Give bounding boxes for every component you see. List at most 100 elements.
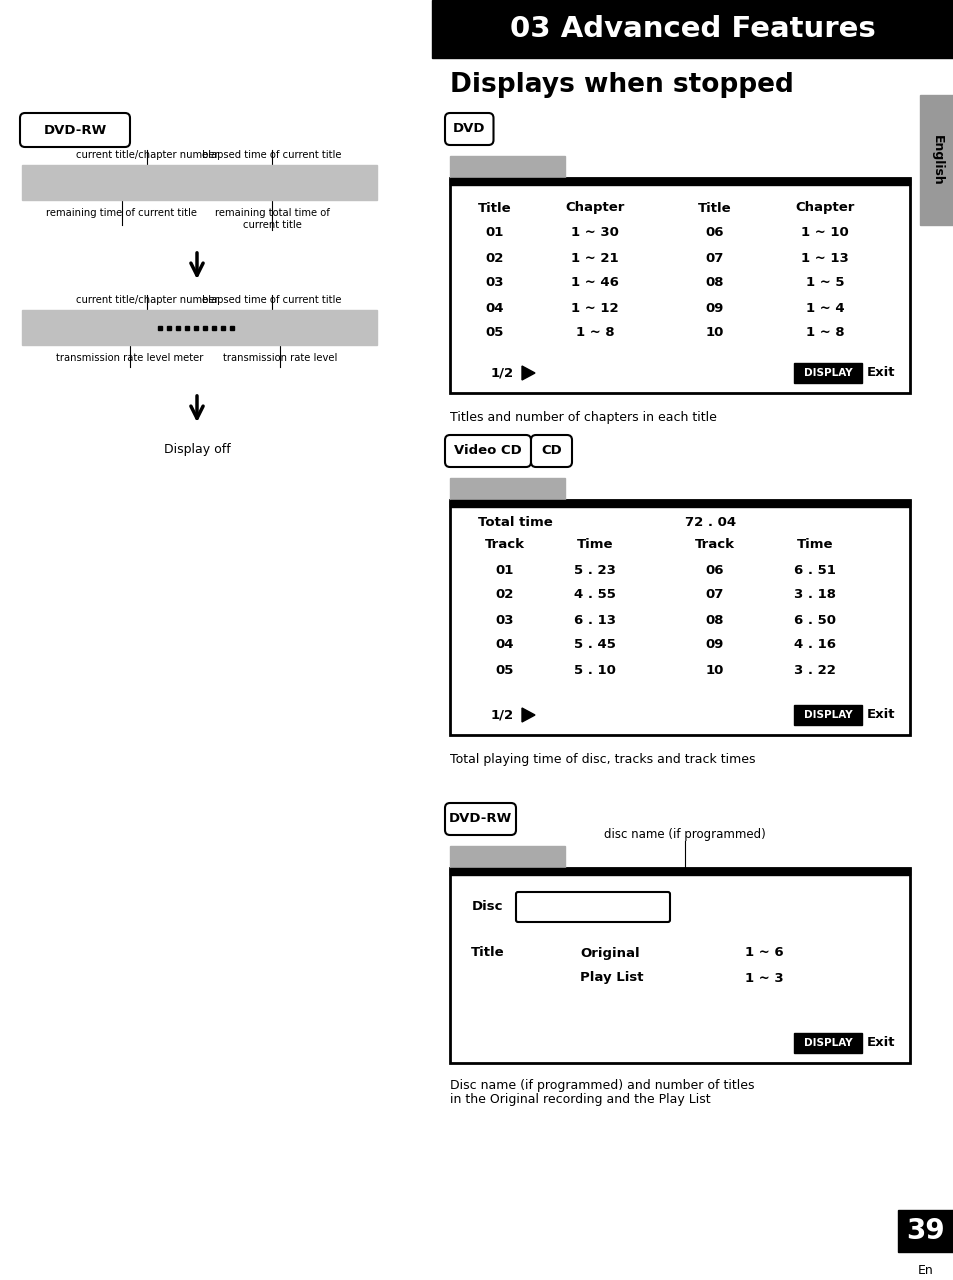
Text: 03: 03: [485, 276, 504, 289]
Text: Disc: Disc: [472, 900, 503, 913]
Text: transmission rate level meter: transmission rate level meter: [56, 353, 204, 364]
Text: Exit: Exit: [866, 709, 895, 722]
Text: 1 ~ 8: 1 ~ 8: [805, 326, 843, 339]
Bar: [22, 310, 376, 346]
Text: current title/chapter number: current title/chapter number: [75, 150, 218, 160]
Text: 08: 08: [705, 613, 723, 626]
Text: 02: 02: [496, 589, 514, 602]
Text: 07: 07: [705, 251, 723, 265]
Text: DISPLAY: DISPLAY: [802, 369, 851, 378]
Text: 1 ~ 5: 1 ~ 5: [805, 276, 843, 289]
Text: elapsed time of current title: elapsed time of current title: [202, 150, 341, 160]
Text: Original: Original: [579, 946, 639, 960]
Polygon shape: [521, 366, 535, 380]
Text: Exit: Exit: [866, 366, 895, 379]
Text: 72 . 04: 72 . 04: [684, 516, 736, 529]
Text: 02: 02: [485, 251, 503, 265]
Text: DVD: DVD: [453, 123, 485, 136]
Text: 4 . 16: 4 . 16: [793, 639, 835, 652]
Bar: [450, 156, 564, 178]
Bar: [22, 165, 376, 200]
Bar: [450, 500, 909, 507]
Text: 07: 07: [705, 589, 723, 602]
Text: Time: Time: [796, 539, 832, 552]
Text: 1/2: 1/2: [490, 709, 513, 722]
Text: 1 ~ 8: 1 ~ 8: [575, 326, 614, 339]
Text: 05: 05: [496, 663, 514, 677]
Text: Exit: Exit: [866, 1037, 895, 1050]
Text: 5 . 23: 5 . 23: [574, 563, 616, 576]
Text: CD: CD: [540, 444, 561, 457]
Bar: [793, 364, 862, 383]
Text: English: English: [929, 134, 943, 186]
Text: 1 ~ 21: 1 ~ 21: [571, 251, 618, 265]
Bar: [793, 1033, 862, 1053]
Text: disc name (if programmed): disc name (if programmed): [603, 828, 765, 841]
Bar: [450, 868, 909, 1062]
FancyBboxPatch shape: [531, 435, 572, 467]
FancyBboxPatch shape: [444, 803, 516, 835]
Text: 5 . 45: 5 . 45: [574, 639, 616, 652]
Text: 1 ~ 46: 1 ~ 46: [571, 276, 618, 289]
Bar: [450, 868, 909, 876]
FancyBboxPatch shape: [444, 113, 493, 145]
Text: Title: Title: [698, 201, 731, 215]
Text: DVD-RW: DVD-RW: [449, 813, 512, 826]
Bar: [450, 846, 564, 868]
Text: 09: 09: [705, 302, 723, 315]
Text: 1 ~ 3: 1 ~ 3: [744, 972, 782, 984]
Text: 03 Advanced Features: 03 Advanced Features: [510, 15, 875, 44]
Text: Chapter: Chapter: [565, 201, 624, 215]
Text: Chapter: Chapter: [795, 201, 854, 215]
Text: 03: 03: [496, 613, 514, 626]
Text: 09: 09: [705, 639, 723, 652]
Text: 04: 04: [496, 639, 514, 652]
Text: Total playing time of disc, tracks and track times: Total playing time of disc, tracks and t…: [450, 753, 755, 765]
Text: 6 . 13: 6 . 13: [574, 613, 616, 626]
Text: current title/chapter number: current title/chapter number: [75, 294, 218, 305]
Bar: [450, 500, 909, 735]
Text: Video CD: Video CD: [454, 444, 521, 457]
Bar: [432, 0, 953, 58]
Text: Disc name (if programmed) and number of titles: Disc name (if programmed) and number of …: [450, 1079, 754, 1092]
Text: DISPLAY: DISPLAY: [802, 1038, 851, 1048]
Bar: [450, 477, 564, 500]
Text: 4 . 55: 4 . 55: [574, 589, 616, 602]
Text: remaining time of current title: remaining time of current title: [47, 207, 197, 218]
Bar: [919, 95, 953, 225]
Text: DVD-RW: DVD-RW: [43, 123, 107, 137]
Bar: [450, 178, 909, 186]
Text: 1 ~ 13: 1 ~ 13: [801, 251, 848, 265]
Text: Displays when stopped: Displays when stopped: [450, 72, 793, 99]
Bar: [450, 178, 909, 393]
Polygon shape: [521, 708, 535, 722]
Text: 01: 01: [496, 563, 514, 576]
Text: 6 . 50: 6 . 50: [793, 613, 835, 626]
Text: Title: Title: [471, 946, 504, 960]
Text: Time: Time: [577, 539, 613, 552]
Text: 10: 10: [705, 663, 723, 677]
Text: 6 . 51: 6 . 51: [793, 563, 835, 576]
Text: En: En: [917, 1263, 933, 1276]
Text: 04: 04: [485, 302, 504, 315]
Text: Total time: Total time: [477, 516, 552, 529]
Text: Titles and number of chapters in each title: Titles and number of chapters in each ti…: [450, 411, 716, 424]
FancyBboxPatch shape: [444, 435, 531, 467]
Text: 06: 06: [705, 227, 723, 239]
Bar: [897, 1210, 953, 1252]
Text: Display off: Display off: [164, 443, 230, 456]
Text: 1 ~ 30: 1 ~ 30: [571, 227, 618, 239]
Text: 08: 08: [705, 276, 723, 289]
Text: 1 ~ 6: 1 ~ 6: [744, 946, 782, 960]
Text: 39: 39: [905, 1217, 944, 1245]
Text: 3 . 18: 3 . 18: [793, 589, 835, 602]
Text: transmission rate level: transmission rate level: [223, 353, 336, 364]
Text: 10: 10: [705, 326, 723, 339]
Text: 1 ~ 12: 1 ~ 12: [571, 302, 618, 315]
Text: elapsed time of current title: elapsed time of current title: [202, 294, 341, 305]
Text: in the Original recording and the Play List: in the Original recording and the Play L…: [450, 1093, 710, 1106]
Text: 1 ~ 10: 1 ~ 10: [801, 227, 848, 239]
Text: 05: 05: [485, 326, 503, 339]
Bar: [793, 705, 862, 724]
Text: remaining total time of
current title: remaining total time of current title: [214, 207, 329, 229]
